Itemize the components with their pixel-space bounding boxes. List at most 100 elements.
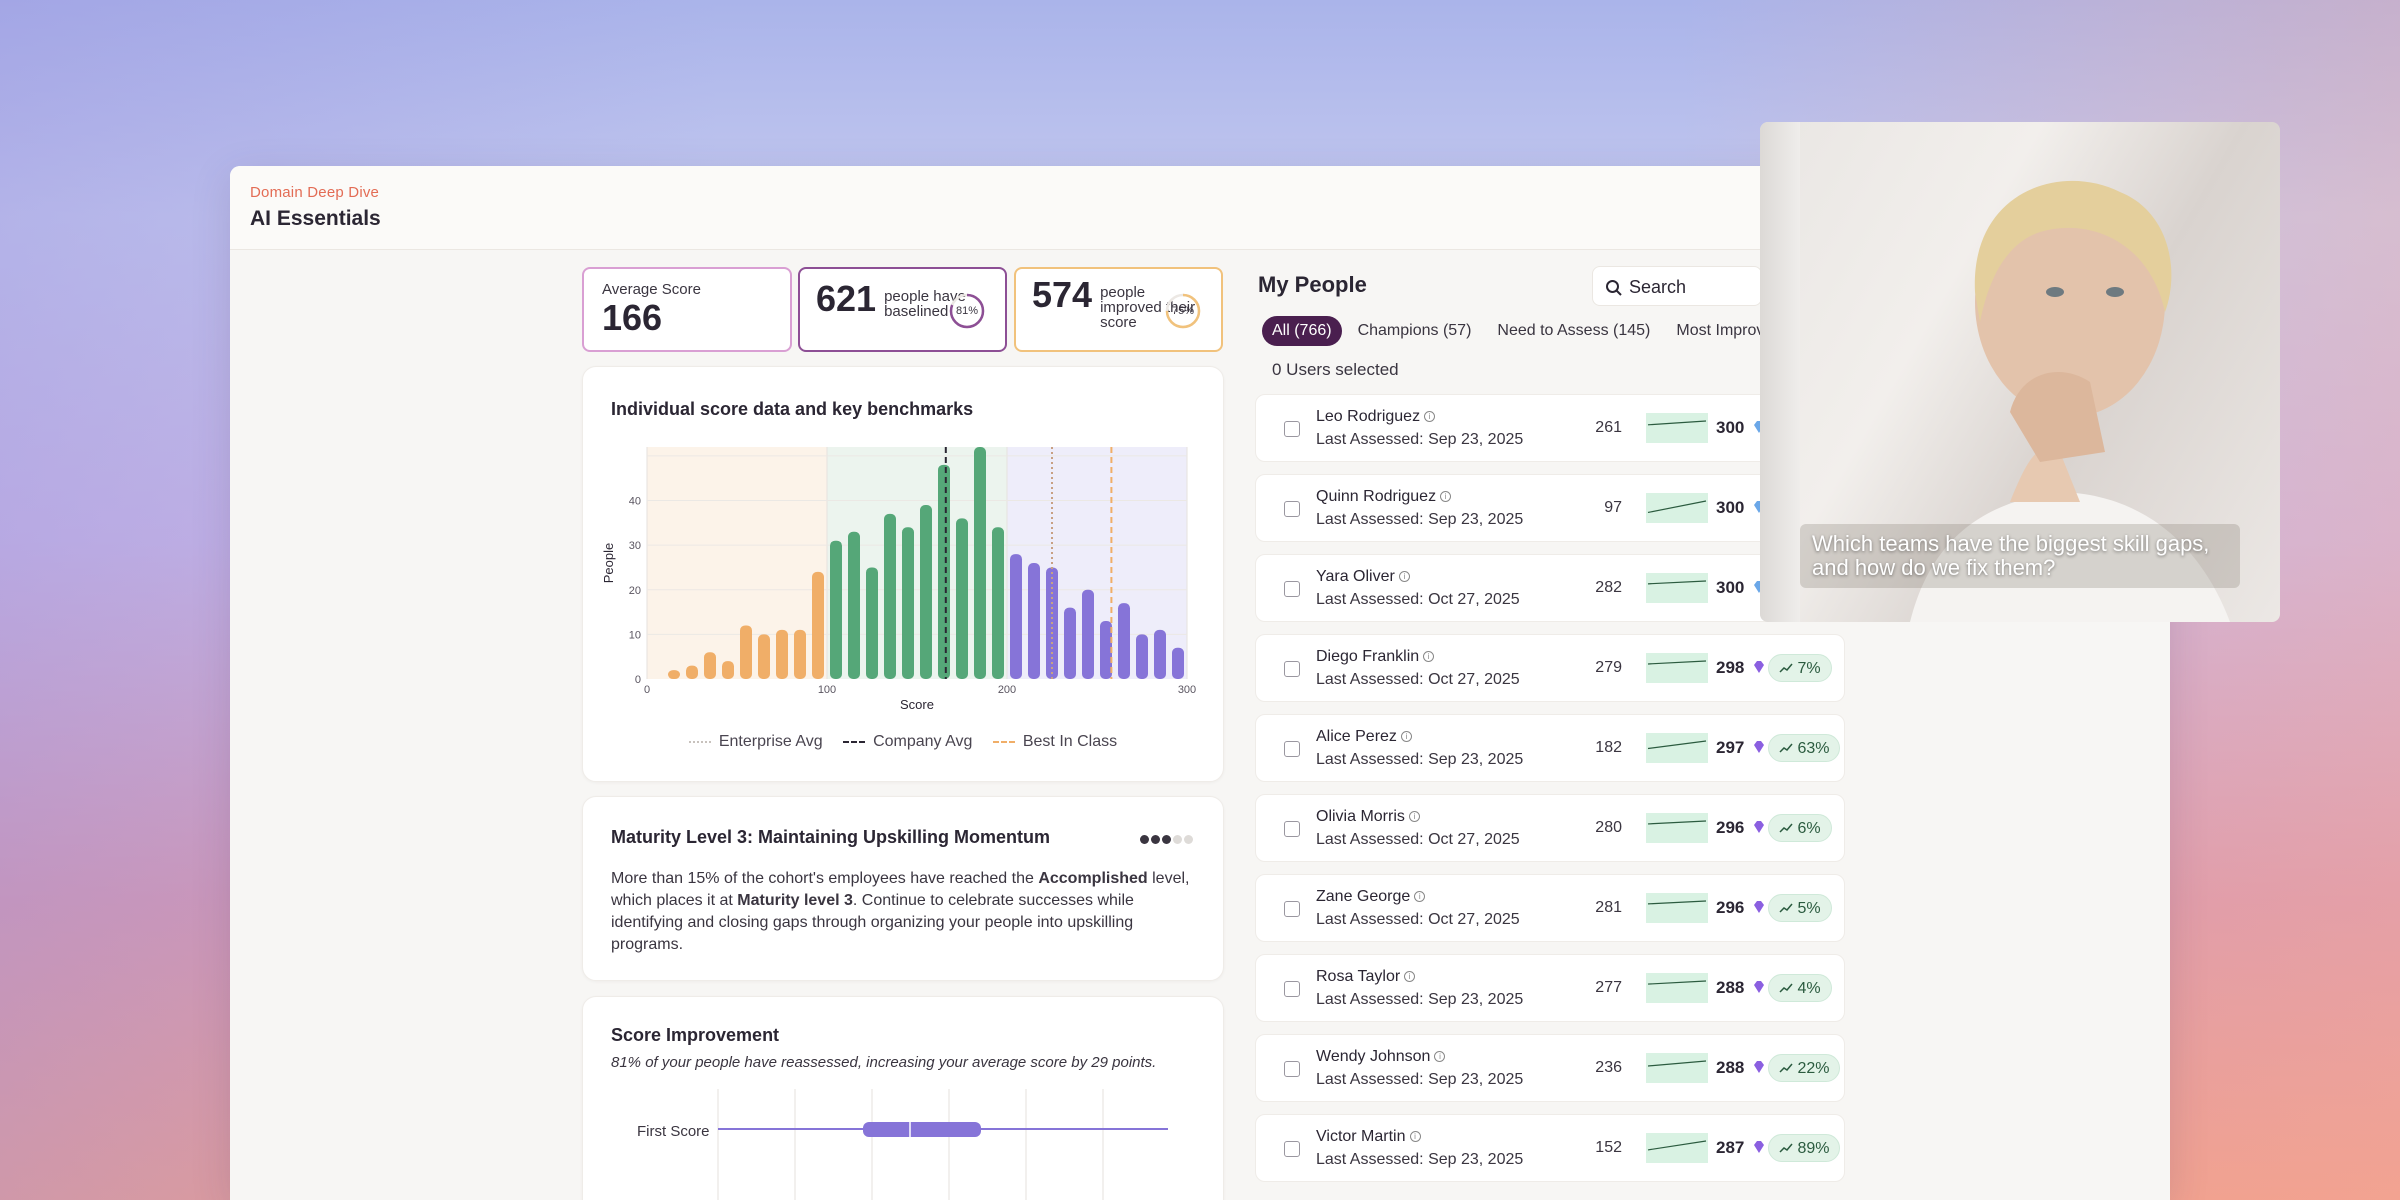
info-icon[interactable]: i (1440, 491, 1452, 503)
video-overlay[interactable]: Which teams have the biggest skill gaps,… (1760, 122, 2280, 622)
person-row[interactable]: Wendy Johnson i Last Assessed: Sep 23, 202… (1255, 1034, 1845, 1102)
person-name[interactable]: Olivia Morris i (1316, 808, 1420, 826)
info-icon[interactable]: i (1409, 1131, 1421, 1143)
first-score-label: First Score (637, 1123, 710, 1140)
chart-bar (1172, 647, 1184, 679)
row-checkbox[interactable] (1284, 981, 1300, 997)
last-assessed: Last Assessed: Sep 23, 2025 (1316, 751, 1524, 768)
average-score-card: Average Score 166 (582, 267, 792, 352)
info-icon[interactable]: i (1414, 891, 1426, 903)
row-checkbox[interactable] (1284, 1141, 1300, 1157)
score-sparkline (1646, 653, 1708, 683)
first-score: 152 (1595, 1139, 1622, 1156)
chart-bar (1028, 563, 1040, 679)
score-sparkline (1646, 573, 1708, 603)
first-score: 182 (1595, 739, 1622, 756)
person-row[interactable]: Alice Perez i Last Assessed: Sep 23, 2025 1… (1255, 714, 1845, 782)
last-assessed: Last Assessed: Sep 23, 2025 (1316, 1151, 1524, 1168)
person-name[interactable]: Quinn Rodriguez i (1316, 488, 1452, 506)
row-checkbox[interactable] (1284, 741, 1300, 757)
ring-fill (949, 293, 985, 329)
info-icon[interactable]: i (1408, 811, 1420, 823)
person-row[interactable]: Leo Rodriguez i Last Assessed: Sep 23, 202… (1255, 394, 1845, 462)
legend-enterprise-avg: Enterprise Avg (688, 733, 823, 750)
baselined-progress-ring (949, 293, 985, 329)
search-placeholder: Search (1629, 277, 1687, 297)
chart-bar (686, 665, 698, 679)
maturity-description: More than 15% of the cohort's employees … (611, 870, 1190, 953)
person-name[interactable]: Rosa Taylor i (1316, 968, 1416, 986)
page-eyebrow: Domain Deep Dive (250, 184, 380, 201)
row-checkbox[interactable] (1284, 821, 1300, 837)
person-row[interactable]: Rosa Taylor i Last Assessed: Sep 23, 2025 2… (1255, 954, 1845, 1022)
gem-icon (1754, 661, 1764, 673)
person-row[interactable]: Victor Martin i Last Assessed: Sep 23, 202… (1255, 1114, 1845, 1182)
current-score: 300 (1716, 578, 1745, 597)
row-checkbox[interactable] (1284, 661, 1300, 677)
person-name[interactable]: Alice Perez i (1316, 728, 1412, 746)
y-tick-label: 10 (629, 629, 641, 641)
person-name[interactable]: Wendy Johnson i (1316, 1048, 1446, 1066)
improvement-badge: 4% (1768, 974, 1832, 1002)
improvement-badge: 89% (1768, 1134, 1841, 1162)
chart-bar (938, 464, 950, 679)
chart-bar (1010, 554, 1022, 679)
tab-most-improved[interactable]: Most Improved (1676, 322, 1782, 339)
row-checkbox[interactable] (1284, 501, 1300, 517)
info-icon[interactable]: i (1398, 571, 1410, 583)
info-icon[interactable]: i (1424, 411, 1436, 423)
maturity-dot (1140, 835, 1149, 844)
improvement-badge: 6% (1768, 814, 1832, 842)
person-name[interactable]: Leo Rodriguez i (1316, 408, 1436, 426)
person-name[interactable]: Victor Martin i (1316, 1128, 1421, 1146)
score-improvement-card: Score Improvement 81% of your people hav… (582, 996, 1224, 1200)
gem-icon (1754, 741, 1764, 753)
tab-need-to-assess[interactable]: Need to Assess (145) (1497, 322, 1651, 339)
my-people-title: My People (1258, 272, 1367, 297)
ring-fill (1165, 293, 1201, 329)
trend-up-icon (1779, 1143, 1793, 1153)
chart-bar (1118, 603, 1130, 679)
chart-bar (776, 629, 788, 679)
gem-icon (1754, 901, 1764, 913)
person-row[interactable]: Quinn Rodriguez i Last Assessed: Sep 23, 2… (1255, 474, 1845, 542)
current-score: 296 (1716, 898, 1745, 917)
improvement-badge: 5% (1768, 894, 1832, 922)
y-tick-label: 0 (635, 674, 641, 686)
tab-all[interactable]: All (766) (1262, 316, 1342, 346)
info-icon[interactable]: i (1434, 1051, 1446, 1063)
chart-bar (704, 652, 716, 679)
info-icon[interactable]: i (1400, 731, 1412, 743)
info-icon[interactable]: i (1423, 651, 1435, 663)
maturity-dot (1151, 835, 1160, 844)
current-score: 297 (1716, 738, 1745, 757)
row-checkbox[interactable] (1284, 421, 1300, 437)
x-tick-label: 100 (818, 684, 836, 696)
score-sparkline (1646, 973, 1708, 1003)
people-search-input[interactable]: Search (1592, 266, 1762, 306)
video-caption: Which teams have the biggest skill gaps,… (1800, 524, 2240, 588)
last-assessed: Last Assessed: Oct 27, 2025 (1316, 831, 1520, 848)
row-checkbox[interactable] (1284, 1061, 1300, 1077)
row-checkbox[interactable] (1284, 581, 1300, 597)
last-assessed: Last Assessed: Sep 23, 2025 (1316, 1071, 1524, 1088)
chart-bar (1100, 621, 1112, 679)
selection-count: 0 Users selected (1272, 360, 1399, 379)
chart-bar (722, 661, 734, 679)
trend-up-icon (1779, 663, 1793, 673)
person-row[interactable]: Diego Franklin i Last Assessed: Oct 27, 20… (1255, 634, 1845, 702)
maturity-dot (1162, 835, 1171, 844)
info-icon[interactable]: i (1404, 971, 1416, 983)
person-name[interactable]: Yara Oliver i (1316, 568, 1410, 586)
tab-champions[interactable]: Champions (57) (1357, 322, 1472, 339)
person-row[interactable]: Yara Oliver i Last Assessed: Oct 27, 2025 2… (1255, 554, 1845, 622)
person-row[interactable]: Olivia Morris i Last Assessed: Oct 27, 202… (1255, 794, 1845, 862)
gem-icon (1754, 1061, 1764, 1073)
current-score: 300 (1716, 418, 1745, 437)
person-name[interactable]: Zane George i (1316, 888, 1426, 906)
improvement-badge: 63% (1768, 734, 1841, 762)
person-name[interactable]: Diego Franklin i (1316, 648, 1435, 666)
row-checkbox[interactable] (1284, 901, 1300, 917)
person-row[interactable]: Zane George i Last Assessed: Oct 27, 2025 2… (1255, 874, 1845, 942)
score-sparkline (1646, 1053, 1708, 1083)
